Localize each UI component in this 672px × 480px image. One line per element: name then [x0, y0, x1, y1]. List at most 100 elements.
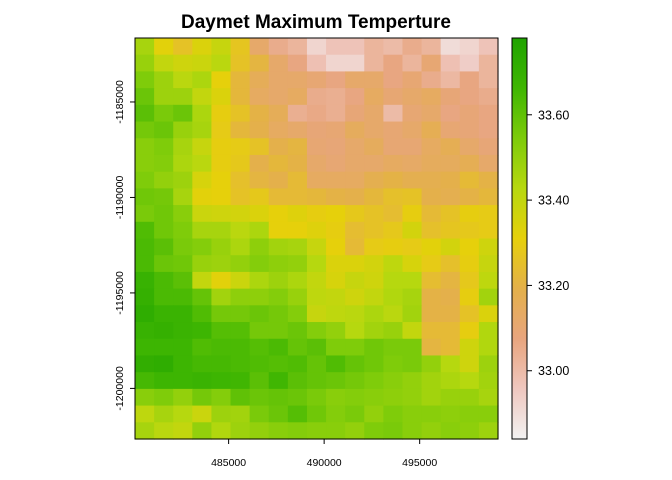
- raster-cell: [478, 305, 499, 323]
- raster-cell: [326, 121, 346, 139]
- raster-cell: [154, 38, 174, 56]
- raster-cell: [173, 138, 193, 156]
- raster-cell: [364, 54, 384, 73]
- raster-cell: [345, 205, 365, 223]
- raster-cell: [364, 372, 384, 390]
- raster-cell: [135, 322, 155, 340]
- raster-cell: [326, 154, 346, 173]
- legend-ticks: 33.00 33.20 33.40 33.60: [527, 108, 569, 378]
- raster-cell: [249, 355, 270, 373]
- raster-cell: [249, 305, 270, 323]
- raster-cell: [211, 104, 232, 123]
- raster-cell: [383, 372, 404, 390]
- raster-cell: [383, 322, 404, 340]
- raster-cell: [459, 255, 480, 273]
- raster-cell: [421, 355, 442, 373]
- raster-cell: [421, 138, 442, 156]
- raster-cell: [364, 322, 384, 340]
- raster-cell: [440, 154, 461, 173]
- raster-cell: [249, 71, 270, 89]
- raster-cell: [173, 171, 193, 189]
- raster-cell: [345, 188, 365, 206]
- raster-cell: [135, 38, 155, 56]
- raster-cell: [287, 372, 308, 390]
- raster-cell: [402, 154, 423, 173]
- raster-cell: [402, 388, 423, 407]
- raster-cell: [440, 71, 461, 89]
- raster-cell: [459, 405, 480, 423]
- raster-cell: [230, 271, 251, 290]
- raster-cell: [383, 238, 404, 256]
- raster-cell: [268, 405, 289, 423]
- raster-cell: [478, 188, 499, 206]
- raster-cell: [459, 71, 480, 89]
- raster-cell: [345, 305, 365, 323]
- raster-cell: [459, 355, 480, 373]
- raster-cell: [211, 355, 232, 373]
- raster-cell: [211, 38, 232, 56]
- raster-cell: [230, 104, 251, 123]
- raster-cell: [478, 322, 499, 340]
- legend-tick-label: 33.40: [538, 194, 569, 208]
- raster-cell: [154, 372, 174, 390]
- raster-cell: [268, 205, 289, 223]
- raster-cell: [478, 388, 499, 407]
- raster-cell: [383, 338, 404, 357]
- raster-cell: [192, 271, 213, 290]
- raster-cell: [440, 388, 461, 407]
- raster-cell: [211, 188, 232, 206]
- raster-cell: [402, 38, 423, 56]
- raster-cell: [192, 88, 213, 106]
- raster-cell: [345, 71, 365, 89]
- raster-cell: [459, 271, 480, 290]
- raster-cell: [211, 154, 232, 173]
- raster-cell: [230, 54, 251, 73]
- raster-cell: [345, 104, 365, 123]
- raster-cell: [345, 388, 365, 407]
- raster-cell: [173, 322, 193, 340]
- raster-cell: [364, 305, 384, 323]
- raster-cell: [249, 171, 270, 189]
- raster-cell: [402, 205, 423, 223]
- raster-cell: [402, 255, 423, 273]
- raster-cell: [364, 422, 384, 440]
- raster-cell: [154, 104, 174, 123]
- raster-cell: [345, 121, 365, 139]
- raster-cell: [421, 405, 442, 423]
- raster-cell: [306, 288, 327, 306]
- raster-cell: [249, 388, 270, 407]
- raster-cell: [230, 88, 251, 106]
- raster-cell: [287, 271, 308, 290]
- raster-cell: [230, 121, 251, 139]
- raster-cell: [173, 221, 193, 240]
- raster-cell: [364, 388, 384, 407]
- raster-cell: [383, 38, 404, 56]
- raster-cell: [135, 221, 155, 240]
- raster-cell: [287, 205, 308, 223]
- raster-cell: [230, 338, 251, 357]
- raster-cell: [268, 422, 289, 440]
- raster-cell: [440, 255, 461, 273]
- raster-cell: [249, 104, 270, 123]
- raster-cell: [459, 288, 480, 306]
- raster-cell: [135, 288, 155, 306]
- raster-cell: [287, 288, 308, 306]
- raster-cell: [459, 305, 480, 323]
- raster-cell: [402, 271, 423, 290]
- raster-cell: [306, 88, 327, 106]
- raster-cell: [211, 54, 232, 73]
- raster-cell: [173, 372, 193, 390]
- raster-cell: [459, 88, 480, 106]
- raster-cell: [306, 388, 327, 407]
- raster-cell: [268, 104, 289, 123]
- color-legend: 33.00 33.20 33.40 33.60: [511, 37, 569, 440]
- raster-cell: [459, 188, 480, 206]
- raster-cell: [230, 405, 251, 423]
- raster-cell: [268, 88, 289, 106]
- raster-cell: [211, 238, 232, 256]
- raster-cell: [135, 372, 155, 390]
- raster-cell: [364, 405, 384, 423]
- raster-cell: [268, 121, 289, 139]
- raster-cell: [135, 255, 155, 273]
- raster-cell: [440, 88, 461, 106]
